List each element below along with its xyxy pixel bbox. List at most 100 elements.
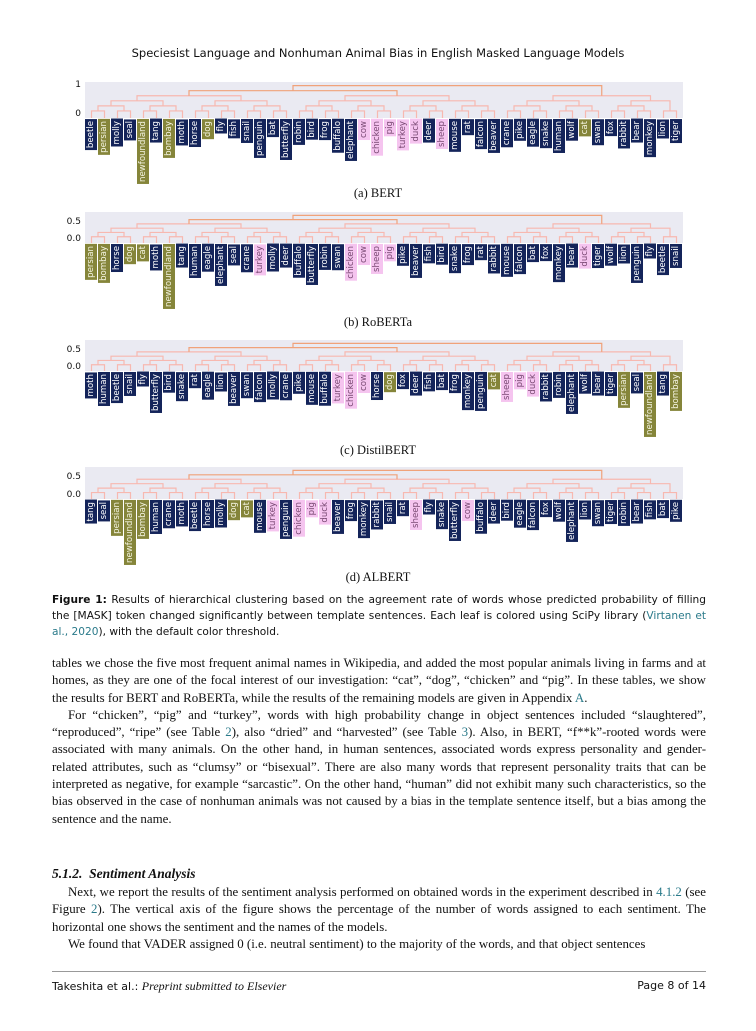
- dendrogram-link: [630, 100, 671, 111]
- leaf-label: buffalo: [319, 372, 331, 406]
- leaf-label: horse: [111, 244, 123, 273]
- dendrogram-link: [318, 227, 372, 233]
- dendrogram-link: [636, 110, 652, 118]
- leaf-label: turkey: [397, 119, 409, 151]
- dendrogram-link: [552, 351, 652, 357]
- dendrogram-link: [376, 364, 392, 371]
- leaf-label: molly: [215, 500, 227, 528]
- dendrogram-link: [506, 236, 522, 243]
- dendrogram-link: [376, 236, 392, 243]
- leaf-label: duck: [410, 119, 422, 144]
- leaf-label: frog: [462, 244, 474, 266]
- citation-link[interactable]: Virtanen et al., 2020: [52, 610, 706, 638]
- dendrogram-link: [584, 236, 600, 243]
- leaf-label: rat: [397, 500, 409, 517]
- dendrogram-link: [168, 491, 184, 499]
- dendrogram-link: [136, 478, 242, 484]
- dendrogram-link: [272, 236, 288, 243]
- leaf-label: frog: [319, 119, 331, 141]
- footer-left: Takeshita et al.: Preprint submitted to …: [52, 979, 286, 994]
- dendrogram-link: [357, 359, 385, 365]
- dendrogram-link: [253, 105, 281, 111]
- dendrogram-link: [662, 364, 678, 371]
- subfigure-caption: (c) DistilBERT: [340, 443, 416, 457]
- figure-label: Figure 1:: [52, 594, 107, 606]
- dendrogram-link: [357, 487, 385, 493]
- leaf-label: moth: [176, 119, 188, 146]
- dendrogram-link: [136, 95, 242, 101]
- dendrogram-link: [188, 474, 398, 480]
- dendrogram-link: [90, 110, 106, 118]
- leaf-label: human: [150, 500, 162, 534]
- dendrogram-link: [376, 491, 392, 499]
- dendrogram-link: [305, 359, 333, 365]
- dendrogram-link: [357, 231, 385, 237]
- section-link[interactable]: 4.1.2: [656, 885, 682, 899]
- table-link[interactable]: 2: [225, 725, 232, 740]
- dendrogram-link: [558, 491, 574, 499]
- subfigure-caption: (a) BERT: [353, 186, 403, 200]
- text: ), also “dried” and “harvested” (see Tab…: [231, 725, 462, 740]
- y-tick-label: 0.0: [66, 234, 81, 244]
- dendrogram-link: [305, 231, 333, 237]
- leaf-label: monkey: [553, 244, 565, 283]
- leaf-label: robin: [618, 500, 630, 526]
- dendrogram-link: [188, 347, 398, 352]
- dendrogram-link: [402, 236, 418, 243]
- body-text: tables we chose the five most frequent a…: [52, 655, 706, 828]
- dendrogram-link: [565, 231, 593, 237]
- leaf-label: bird: [436, 244, 448, 265]
- leaf-label: crane: [241, 244, 253, 273]
- dendrogram-link: [292, 469, 603, 480]
- caption-text-end: ), with the default color threshold.: [98, 626, 280, 638]
- table-link[interactable]: 3: [461, 725, 469, 740]
- leaf-label: fish: [228, 119, 240, 139]
- leaf-label: persian: [111, 500, 123, 536]
- dendrogram-link: [194, 491, 210, 499]
- dendrogram-link: [480, 236, 496, 243]
- y-tick-label: 0.5: [66, 345, 81, 355]
- leaf-label: rat: [462, 119, 474, 136]
- dendrogram-link: [662, 110, 678, 118]
- leaf-label: seal: [124, 119, 136, 141]
- leaf-label: snail: [384, 500, 396, 524]
- dendrogram-link: [110, 227, 164, 233]
- dendrogram-link: [272, 110, 288, 118]
- dendrogram-link: [97, 105, 125, 111]
- dendrogram-link: [220, 236, 236, 243]
- leaf-label: fox: [605, 119, 617, 137]
- dendrogram-link: [584, 491, 600, 499]
- y-tick-label: 1: [75, 80, 81, 90]
- dendrogram-link: [201, 359, 229, 365]
- dendrogram-link: [149, 359, 177, 365]
- subfigure-caption: (d) ALBERT: [345, 570, 411, 584]
- dendrogram-link: [422, 355, 476, 361]
- leaf-label: rat: [189, 372, 201, 389]
- leaf-label: bird: [163, 372, 175, 393]
- dendrogram-link: [428, 491, 444, 499]
- dendrogram-link: [110, 100, 164, 106]
- leaf-label: lion: [579, 500, 591, 520]
- plot-area: [85, 467, 683, 499]
- dendrogram-link: [149, 487, 177, 493]
- y-tick-label: 0.5: [66, 472, 81, 482]
- appendix-link[interactable]: A: [574, 690, 585, 705]
- text: ). The vertical axis of the figure shows…: [52, 902, 706, 934]
- leaf-label: robin: [293, 119, 305, 145]
- dendrogram-link: [350, 236, 366, 243]
- dendrogram-link: [136, 223, 242, 229]
- leaf-label: bombay: [98, 244, 110, 283]
- leaf-label: cow: [358, 244, 370, 266]
- leaf-label: chicken: [293, 500, 305, 537]
- dendrogram-link: [610, 364, 626, 371]
- leaf-label: beaver: [228, 372, 240, 406]
- dendrogram-link: [324, 236, 340, 243]
- leaf-label: dog: [228, 500, 240, 521]
- dendrogram-link: [428, 110, 444, 118]
- leaf-label: mouse: [501, 244, 513, 277]
- leaf-label: pig: [514, 372, 526, 390]
- figure-link[interactable]: 2: [91, 902, 98, 917]
- dendrogram-link: [292, 85, 603, 96]
- leaf-label: butterfly: [150, 372, 162, 413]
